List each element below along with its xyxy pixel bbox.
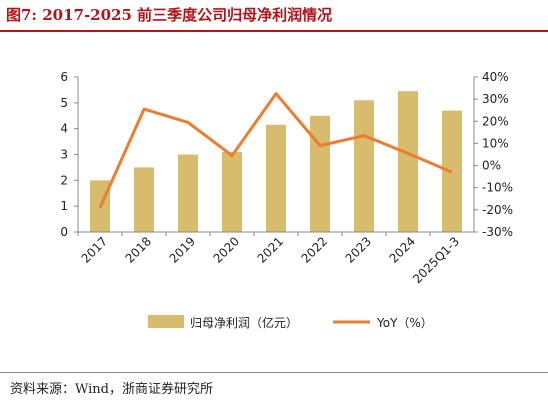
y-right-tick-label: -10% (482, 181, 513, 195)
bar-2019 (178, 154, 198, 232)
y-left-tick-label: 1 (60, 199, 68, 213)
y-left-tick-label: 6 (60, 70, 68, 84)
figure-title: 图7: 2017-2025 前三季度公司归母净利润情况 (6, 6, 333, 24)
legend-swatch-bar (148, 315, 184, 328)
bar-2023 (354, 100, 374, 232)
y-left-tick-label: 4 (60, 122, 68, 136)
y-right-tick-label: -20% (482, 203, 513, 217)
y-left-tick-label: 0 (60, 225, 68, 239)
y-right-tick-label: 10% (482, 136, 509, 150)
profit-chart: 0 1 2 3 4 5 6 -30% -20% -10% 0% 10% 20% 30% 40% 2017 201… (60, 70, 513, 330)
y-right-tick-label: 20% (482, 114, 509, 128)
y-left-tick-label: 5 (60, 96, 68, 110)
title-divider (0, 30, 548, 32)
bar-2024 (398, 91, 418, 232)
x-tick-label: 2023 (343, 234, 374, 265)
x-tick-label: 2022 (299, 234, 330, 265)
y-left-tick-label: 3 (60, 148, 68, 162)
bar-2018 (134, 167, 154, 232)
x-tick-label: 2017 (79, 234, 110, 265)
yoy-line (98, 92, 453, 209)
y-right-tick-label: 0% (482, 159, 501, 173)
y-right-tick-label: 40% (482, 70, 509, 84)
x-tick-label: 2025Q1-3 (410, 234, 462, 286)
bar-2022 (310, 115, 330, 232)
y-right-tick-label: -30% (482, 225, 513, 239)
y-right-tick-label: 30% (482, 92, 509, 106)
x-tick-label: 2019 (167, 234, 198, 265)
source-note: 资料来源：Wind，浙商证券研究所 (10, 382, 213, 397)
legend-label-bar: 归母净利润（亿元） (190, 315, 298, 330)
y-left-tick-label: 2 (60, 173, 68, 187)
legend-label-line: YoY（%） (376, 316, 433, 330)
bar-2020 (222, 151, 242, 232)
x-tick-label: 2021 (255, 234, 286, 265)
x-tick-label: 2020 (211, 234, 242, 265)
x-tick-label: 2018 (123, 234, 154, 265)
bar-2021 (266, 124, 286, 232)
source-divider (0, 372, 548, 373)
x-tick-label: 2024 (387, 234, 418, 265)
